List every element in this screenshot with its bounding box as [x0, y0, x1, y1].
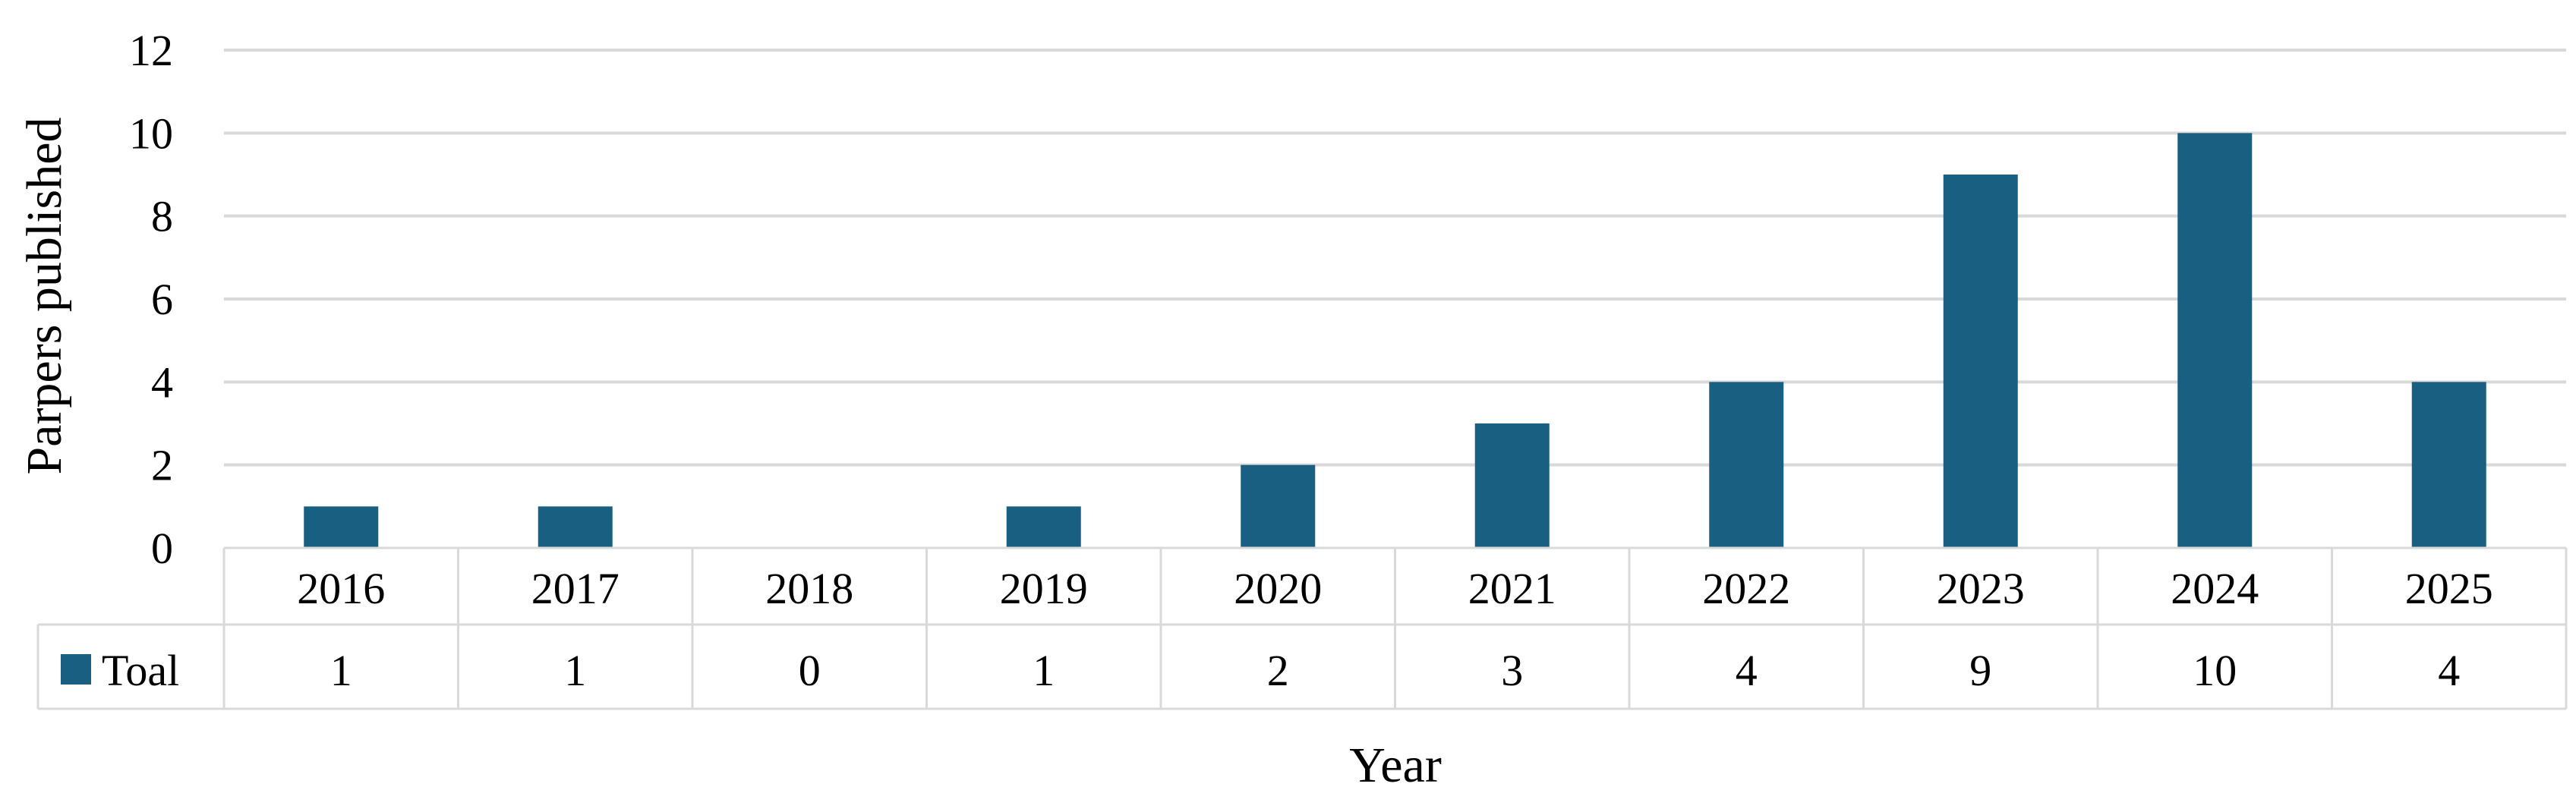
x-tick-label: 2018 [765, 564, 853, 613]
axis-titles: Year Parpers published [17, 117, 1442, 793]
legend-label: Toal [102, 646, 179, 695]
bar [1241, 464, 1316, 548]
x-tick-label: 2021 [1468, 564, 1556, 613]
x-tick-label: 2019 [1000, 564, 1088, 613]
data-label: 2 [1267, 646, 1289, 695]
bar [1709, 382, 1784, 548]
x-tick-label: 2022 [1702, 564, 1790, 613]
y-tick-label: 0 [151, 524, 173, 573]
y-tick-label: 10 [129, 109, 173, 158]
x-tick-label: 2025 [2405, 564, 2493, 613]
bar [1006, 506, 1081, 548]
data-label: 1 [1033, 646, 1055, 695]
bar [2177, 133, 2253, 549]
y-tick-label: 2 [151, 441, 173, 490]
data-label: 3 [1501, 646, 1523, 695]
x-tick-label: 2024 [2171, 564, 2259, 613]
data-label: 1 [330, 646, 352, 695]
bar [304, 506, 379, 548]
bar [2411, 382, 2486, 548]
legend-swatch [61, 654, 91, 685]
data-label: 4 [2438, 646, 2460, 695]
x-tick-label: 2017 [531, 564, 620, 613]
data-label: 4 [1736, 646, 1758, 695]
data-label: 9 [1969, 646, 1991, 695]
bars [304, 133, 2486, 549]
y-tick-label: 12 [129, 26, 173, 75]
x-tick-label: 2016 [297, 564, 385, 613]
y-tick-label: 6 [151, 275, 173, 324]
y-axis-ticks: 0 2 4 6 8 10 12 [129, 26, 173, 573]
bar [538, 506, 613, 548]
x-axis-title: Year [1349, 738, 1442, 793]
data-label: 1 [564, 646, 586, 695]
y-axis-title: Parpers published [17, 117, 72, 474]
data-table: 2016 1 2017 1 2018 0 2019 1 2020 2 2021 3 2022 4 2023 9… [36, 546, 2568, 710]
y-tick-label: 4 [151, 357, 173, 407]
bar [1474, 423, 1550, 548]
data-label: 0 [799, 646, 821, 695]
gridlines [224, 49, 2566, 467]
x-tick-label: 2020 [1234, 564, 1322, 613]
bar [1943, 175, 2018, 548]
y-tick-label: 8 [151, 192, 173, 241]
data-label: 10 [2193, 646, 2237, 695]
x-tick-label: 2023 [1937, 564, 2025, 613]
